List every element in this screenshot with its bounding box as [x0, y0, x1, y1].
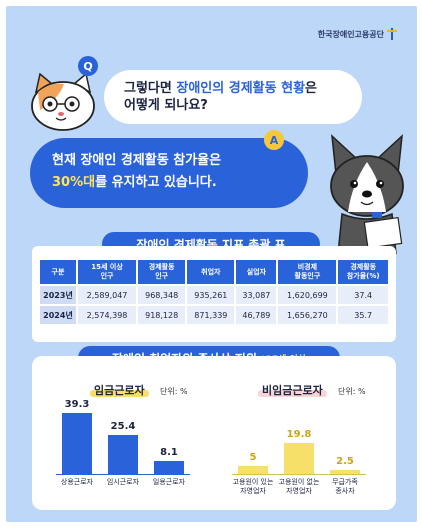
question-line-2: 어떻게 되나요? — [124, 98, 208, 113]
category-label: 일용근로자 — [152, 478, 186, 486]
question-line-1: 그렇다면 장애인의 경제활동 현황은 — [124, 81, 317, 96]
infographic: 한국장애인고용공단 Q 그렇다면 장애인의 경제활동 현황은 어떻게 되나요? … — [6, 6, 417, 522]
chart-title: 임금근로자 — [90, 382, 149, 398]
chart-title: 비임금근로자 — [258, 382, 327, 398]
cell-inactive: 1,620,699 — [278, 286, 337, 304]
category-label: 고용원이 있는 자영업자 — [232, 478, 274, 495]
row-year: 2023년 — [40, 286, 76, 304]
table-header-row: 구분 15세 이상 인구 경제활동 인구 취업자 실업자 비경제 활동인구 경제활동 참… — [40, 260, 388, 284]
category-label: 무급가족 종사자 — [332, 478, 358, 495]
cell-unemployed: 33,087 — [236, 286, 277, 304]
cell-economic-active: 918,128 — [138, 306, 186, 324]
question-badge: Q — [78, 56, 98, 76]
category-label: 상용근로자 — [60, 478, 94, 486]
category-label: 임시근로자 — [106, 478, 140, 486]
table-row: 2023년 2,589,047 968,348 935,261 33,087 1… — [40, 286, 388, 304]
header-participation-rate: 경제활동 참가율(%) — [338, 260, 388, 284]
bar — [62, 413, 92, 474]
cell-population: 2,589,047 — [78, 286, 137, 304]
indicator-table-card: 구분 15세 이상 인구 경제활동 인구 취업자 실업자 비경제 활동인구 경제활동 참… — [32, 246, 396, 342]
chart-baseline — [56, 474, 190, 475]
employment-status-chart-card: 임금근로자 단위: % 39.3 상용근로자 25.4 임시근로자 8.1 일용근로자 비임금근… — [32, 356, 396, 510]
data-label: 8.1 — [160, 447, 178, 459]
cell-participation-rate: 37.4 — [338, 286, 388, 304]
header-category: 구분 — [40, 260, 76, 284]
header-inactive: 비경제 활동인구 — [278, 260, 337, 284]
cell-unemployed: 46,789 — [236, 306, 277, 324]
bar — [154, 461, 184, 474]
data-label: 2.5 — [336, 456, 354, 468]
cat-character-icon — [31, 72, 95, 131]
data-label: 39.3 — [64, 399, 90, 411]
answer-line-1: 현재 장애인 경제활동 참가율은 — [52, 153, 222, 168]
header-population: 15세 이상 인구 — [78, 260, 137, 284]
answer-bubble: 현재 장애인 경제활동 참가율은 30%대를 유지하고 있습니다. — [30, 138, 308, 208]
cell-employed: 871,339 — [187, 306, 235, 324]
indicator-table: 구분 15세 이상 인구 경제활동 인구 취업자 실업자 비경제 활동인구 경제활동 참… — [38, 258, 390, 326]
cell-population: 2,574,398 — [78, 306, 137, 324]
logo-icon — [387, 28, 397, 40]
bar — [284, 443, 314, 474]
dog-character-icon — [330, 134, 404, 254]
bar — [330, 470, 360, 474]
data-label: 19.8 — [286, 429, 312, 441]
data-label: 5 — [249, 452, 257, 464]
header-employed: 취업자 — [187, 260, 235, 284]
header-unemployed: 실업자 — [236, 260, 277, 284]
logo: 한국장애인고용공단 — [318, 28, 397, 40]
header-economic-active: 경제활동 인구 — [138, 260, 186, 284]
bar — [238, 466, 268, 474]
logo-text: 한국장애인고용공단 — [317, 29, 384, 39]
answer-badge: A — [264, 130, 284, 150]
chart-unit-label: 단위: % — [338, 387, 366, 396]
bar — [108, 434, 138, 474]
row-year: 2024년 — [40, 306, 76, 324]
cell-employed: 935,261 — [187, 286, 235, 304]
cell-participation-rate: 35.7 — [338, 306, 388, 324]
cell-economic-active: 968,348 — [138, 286, 186, 304]
answer-line-2: 30%대를 유지하고 있습니다. — [52, 175, 217, 190]
question-bubble: 그렇다면 장애인의 경제활동 현황은 어떻게 되나요? — [104, 70, 362, 124]
data-label: 25.4 — [110, 420, 136, 432]
category-label: 고용원이 없는 자영업자 — [278, 478, 320, 495]
cell-inactive: 1,656,270 — [278, 306, 337, 324]
chart-baseline — [232, 474, 366, 475]
chart-unit-label: 단위: % — [160, 387, 188, 396]
table-row: 2024년 2,574,398 918,128 871,339 46,789 1… — [40, 306, 388, 324]
